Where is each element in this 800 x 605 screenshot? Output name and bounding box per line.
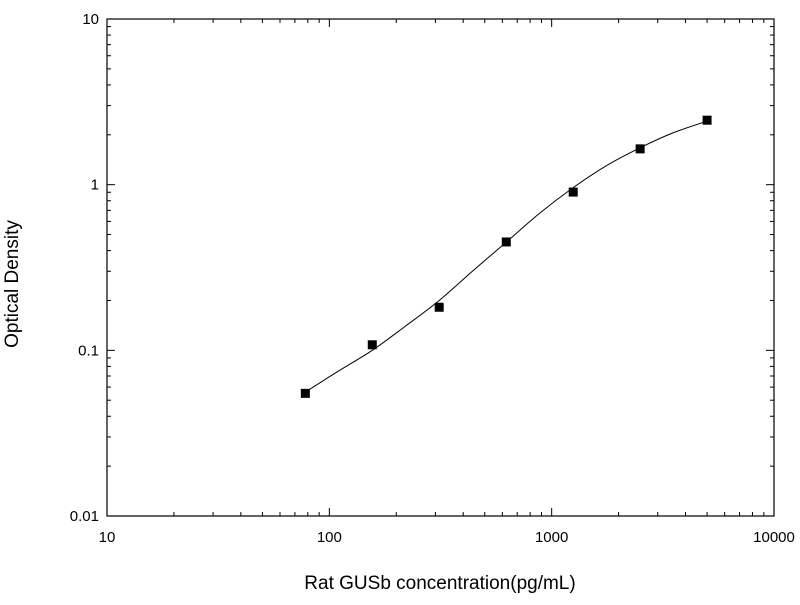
axes-layer: 10 100 1000 10000 0.01 0.1 1 10 (70, 11, 795, 546)
data-point (635, 144, 645, 154)
y-tick-label: 10 (82, 11, 99, 28)
data-point (501, 237, 511, 247)
data-point (702, 115, 712, 125)
data-point (568, 187, 578, 197)
y-tick-label: 0.01 (70, 508, 99, 525)
x-tick-label: 10 (99, 529, 116, 546)
fit-curve-layer (305, 120, 708, 393)
data-points-layer (300, 115, 712, 398)
y-tick-label: 0.1 (78, 342, 99, 359)
y-axis-title: Optical Density (2, 220, 23, 348)
y-tick-label: 1 (91, 177, 99, 194)
fit-curve (305, 120, 708, 393)
data-point (367, 340, 377, 350)
x-tick-label: 1000 (535, 529, 568, 546)
x-tick-label: 100 (317, 529, 342, 546)
data-point (300, 388, 310, 398)
plot-frame (106, 18, 775, 517)
x-tick-label: 10000 (753, 529, 795, 546)
x-axis-title: Rat GUSb concentration(pg/mL) (304, 573, 575, 594)
data-point (434, 302, 444, 312)
